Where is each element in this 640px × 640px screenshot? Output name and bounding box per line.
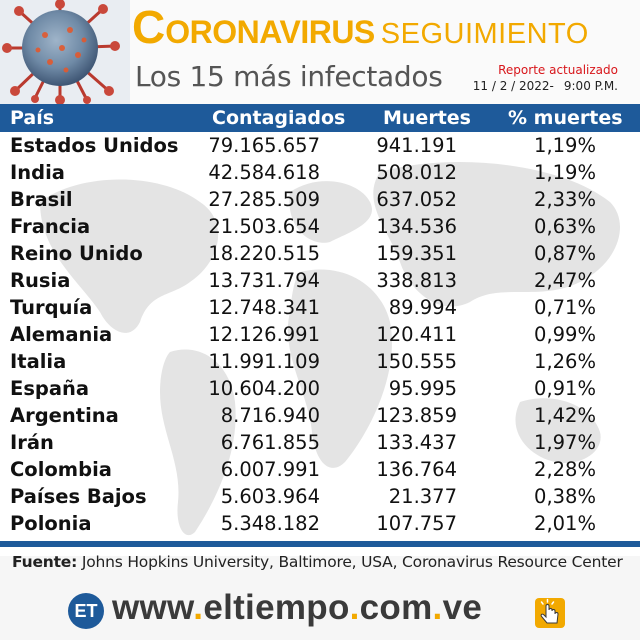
table-row: Brasil 27.285.509 637.052 2,33% bbox=[10, 188, 596, 211]
column-header-muertes: Muertes bbox=[383, 107, 471, 129]
table-body: Estados Unidos 79.165.657 941.191 1,19% Ind… bbox=[0, 132, 640, 556]
table-row: Rusia 13.731.794 338.813 2,47% bbox=[10, 269, 596, 292]
report-date-line: 11 / 2 / 2022- 9:00 P.M. bbox=[473, 78, 618, 94]
table-row: España 10.604.200 95.995 0,91% bbox=[10, 377, 596, 400]
footer: ET www.eltiempo.com.ve bbox=[0, 582, 640, 640]
table-row: Países Bajos 5.603.964 21.377 0,38% bbox=[10, 485, 596, 508]
header: CORONAVIRUS SEGUIMIENTO Los 15 más infect… bbox=[0, 0, 640, 104]
table-row: Reino Unido 18.220.515 159.351 0,87% bbox=[10, 242, 596, 265]
table-row: Alemania 12.126.991 120.411 0,99% bbox=[10, 323, 596, 346]
column-header-contagiados: Contagiados bbox=[212, 107, 346, 129]
title-tail: SEGUIMIENTO bbox=[380, 18, 589, 50]
source-label: Fuente: bbox=[12, 553, 78, 571]
divider bbox=[0, 541, 640, 547]
subtitle: Los 15 más infectados bbox=[135, 60, 443, 93]
click-hand-icon bbox=[535, 598, 565, 628]
column-header-pct-muertes: % muertes bbox=[508, 107, 623, 129]
column-header-pais: País bbox=[10, 107, 55, 129]
table-row: Estados Unidos 79.165.657 941.191 1,19% bbox=[10, 134, 596, 157]
et-logo-icon: ET bbox=[68, 593, 104, 629]
report-label: Reporte actualizado bbox=[498, 63, 618, 77]
world-map-icon bbox=[40, 162, 620, 536]
table-row: Francia 21.503.654 134.536 0,63% bbox=[10, 215, 596, 238]
report-date: 11 / 2 / 2022- bbox=[472, 79, 554, 93]
coronavirus-icon bbox=[0, 0, 130, 104]
table-header: País Contagiados Muertes % muertes bbox=[0, 104, 640, 132]
table-row: Irán 6.761.855 133.437 1,97% bbox=[10, 431, 596, 454]
table-row: Argentina 8.716.940 123.859 1,42% bbox=[10, 404, 596, 427]
table-row: Italia 11.991.109 150.555 1,26% bbox=[10, 350, 596, 373]
table-row: Polonia 5.348.182 107.757 2,01% bbox=[10, 512, 596, 535]
source-text: Johns Hopkins University, Baltimore, USA… bbox=[77, 553, 623, 571]
page-title: CORONAVIRUS SEGUIMIENTO bbox=[132, 4, 589, 50]
report-time: 9:00 P.M. bbox=[563, 79, 618, 93]
title-first-letter: C bbox=[132, 1, 166, 53]
report-info: Reporte actualizado 11 / 2 / 2022- 9:00 P… bbox=[473, 62, 618, 94]
source-note: Fuente: Johns Hopkins University, Baltim… bbox=[12, 553, 623, 571]
website-url[interactable]: www.eltiempo.com.ve bbox=[112, 588, 483, 627]
table-row: Colombia 6.007.991 136.764 2,28% bbox=[10, 458, 596, 481]
table-row: Turquía 12.748.341 89.994 0,71% bbox=[10, 296, 596, 319]
data-table: País Contagiados Muertes % muertes Estad… bbox=[0, 104, 640, 556]
table-row: India 42.584.618 508.012 1,19% bbox=[10, 161, 596, 184]
title-main: ORONAVIRUS bbox=[165, 14, 375, 50]
